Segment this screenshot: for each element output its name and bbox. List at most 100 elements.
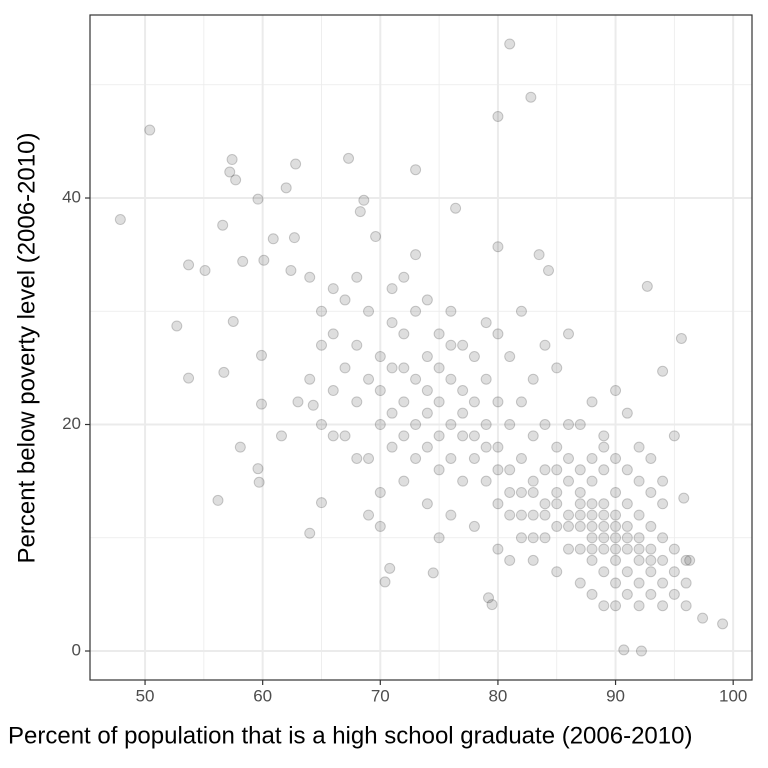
point (351, 339, 363, 351)
x-tick-label: 50 (136, 686, 155, 705)
point (421, 385, 433, 397)
point (374, 385, 386, 397)
point (543, 264, 555, 276)
point (468, 430, 480, 442)
point (288, 232, 300, 244)
point (527, 373, 539, 385)
point (551, 464, 563, 476)
point (563, 520, 575, 532)
y-tick-label: 20 (62, 414, 81, 433)
point (621, 588, 633, 600)
point (457, 475, 469, 487)
point (457, 385, 469, 397)
point (410, 373, 422, 385)
point (171, 320, 183, 332)
point (551, 498, 563, 510)
point (633, 441, 645, 453)
point (492, 543, 504, 555)
point (468, 396, 480, 408)
point (586, 532, 598, 544)
point (433, 532, 445, 544)
point (398, 475, 410, 487)
point (410, 305, 422, 317)
point (684, 554, 696, 566)
point (598, 600, 610, 612)
point (292, 396, 304, 408)
point (610, 452, 622, 464)
point (410, 164, 422, 176)
point (327, 385, 339, 397)
point (183, 259, 195, 271)
point (304, 271, 316, 283)
point (339, 430, 351, 442)
point (230, 174, 242, 186)
point (525, 91, 537, 103)
point (445, 305, 457, 317)
point (574, 486, 586, 498)
point (315, 497, 327, 509)
point (255, 398, 267, 410)
point (218, 366, 230, 378)
point (144, 124, 156, 136)
point (258, 254, 270, 266)
point (515, 509, 527, 521)
point (563, 509, 575, 521)
point (598, 520, 610, 532)
point (527, 554, 539, 566)
point (457, 430, 469, 442)
point (492, 241, 504, 253)
point (598, 498, 610, 510)
point (374, 520, 386, 532)
point (114, 214, 126, 226)
point (586, 520, 598, 532)
point (657, 498, 669, 510)
point (680, 577, 692, 589)
point (598, 543, 610, 555)
point (363, 305, 375, 317)
point (586, 475, 598, 487)
point (492, 464, 504, 476)
point (421, 407, 433, 419)
point (539, 464, 551, 476)
point (563, 419, 575, 431)
point (234, 441, 246, 453)
point (492, 396, 504, 408)
x-tick-label: 90 (606, 686, 625, 705)
point (468, 452, 480, 464)
point (252, 193, 264, 205)
point (275, 430, 287, 442)
point (486, 599, 498, 611)
point (433, 328, 445, 340)
point (343, 152, 355, 164)
point (645, 554, 657, 566)
point (539, 419, 551, 431)
point (226, 154, 238, 166)
point (527, 475, 539, 487)
point (621, 566, 633, 578)
point (379, 576, 391, 588)
point (398, 396, 410, 408)
point (574, 520, 586, 532)
point (635, 645, 647, 657)
point (267, 233, 279, 245)
y-tick-label: 0 (72, 640, 81, 659)
point (504, 509, 516, 521)
point (610, 520, 622, 532)
point (657, 600, 669, 612)
point (527, 486, 539, 498)
point (504, 486, 516, 498)
point (217, 219, 229, 231)
point (697, 612, 709, 624)
point (253, 476, 265, 488)
point (621, 520, 633, 532)
point (504, 464, 516, 476)
x-tick-label: 60 (253, 686, 272, 705)
point (598, 566, 610, 578)
point (398, 328, 410, 340)
point (504, 554, 516, 566)
point (480, 373, 492, 385)
point (657, 365, 669, 377)
point (645, 486, 657, 498)
point (527, 509, 539, 521)
point (675, 332, 687, 344)
